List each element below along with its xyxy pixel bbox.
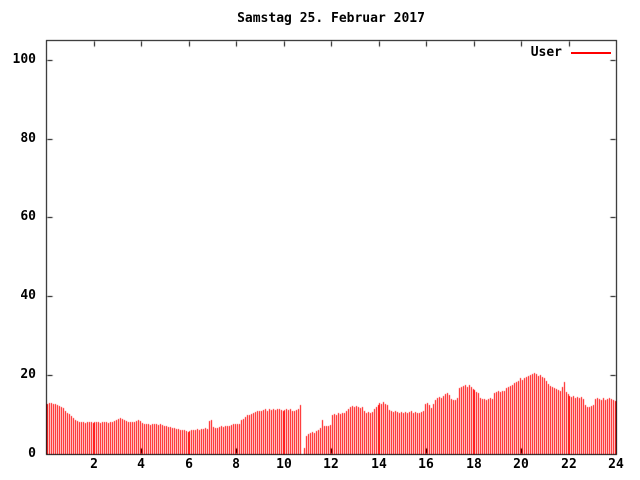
x-tick-label: 22 — [561, 457, 577, 472]
x-tick-label: 24 — [608, 457, 624, 472]
x-tick-label: 18 — [466, 457, 482, 472]
legend-line-sample — [571, 52, 611, 54]
y-tick-label: 40 — [20, 288, 36, 303]
x-tick-label: 2 — [90, 457, 98, 472]
x-tick-label: 8 — [232, 457, 240, 472]
x-tick-label: 4 — [137, 457, 145, 472]
y-tick-label: 80 — [20, 131, 36, 146]
x-tick-label: 10 — [276, 457, 292, 472]
y-tick-label: 60 — [20, 209, 36, 224]
x-tick-label: 12 — [323, 457, 339, 472]
x-tick-label: 6 — [185, 457, 193, 472]
y-tick-label: 100 — [12, 52, 36, 67]
x-tick-label: 20 — [513, 457, 529, 472]
y-tick-label: 20 — [20, 367, 36, 382]
x-tick-label: 16 — [418, 457, 434, 472]
x-tick-label: 14 — [371, 457, 387, 472]
chart-title: Samstag 25. Februar 2017 — [237, 11, 425, 26]
y-tick-label: 0 — [28, 446, 36, 461]
legend: User — [531, 46, 611, 60]
legend-series-label: User — [530, 45, 562, 60]
